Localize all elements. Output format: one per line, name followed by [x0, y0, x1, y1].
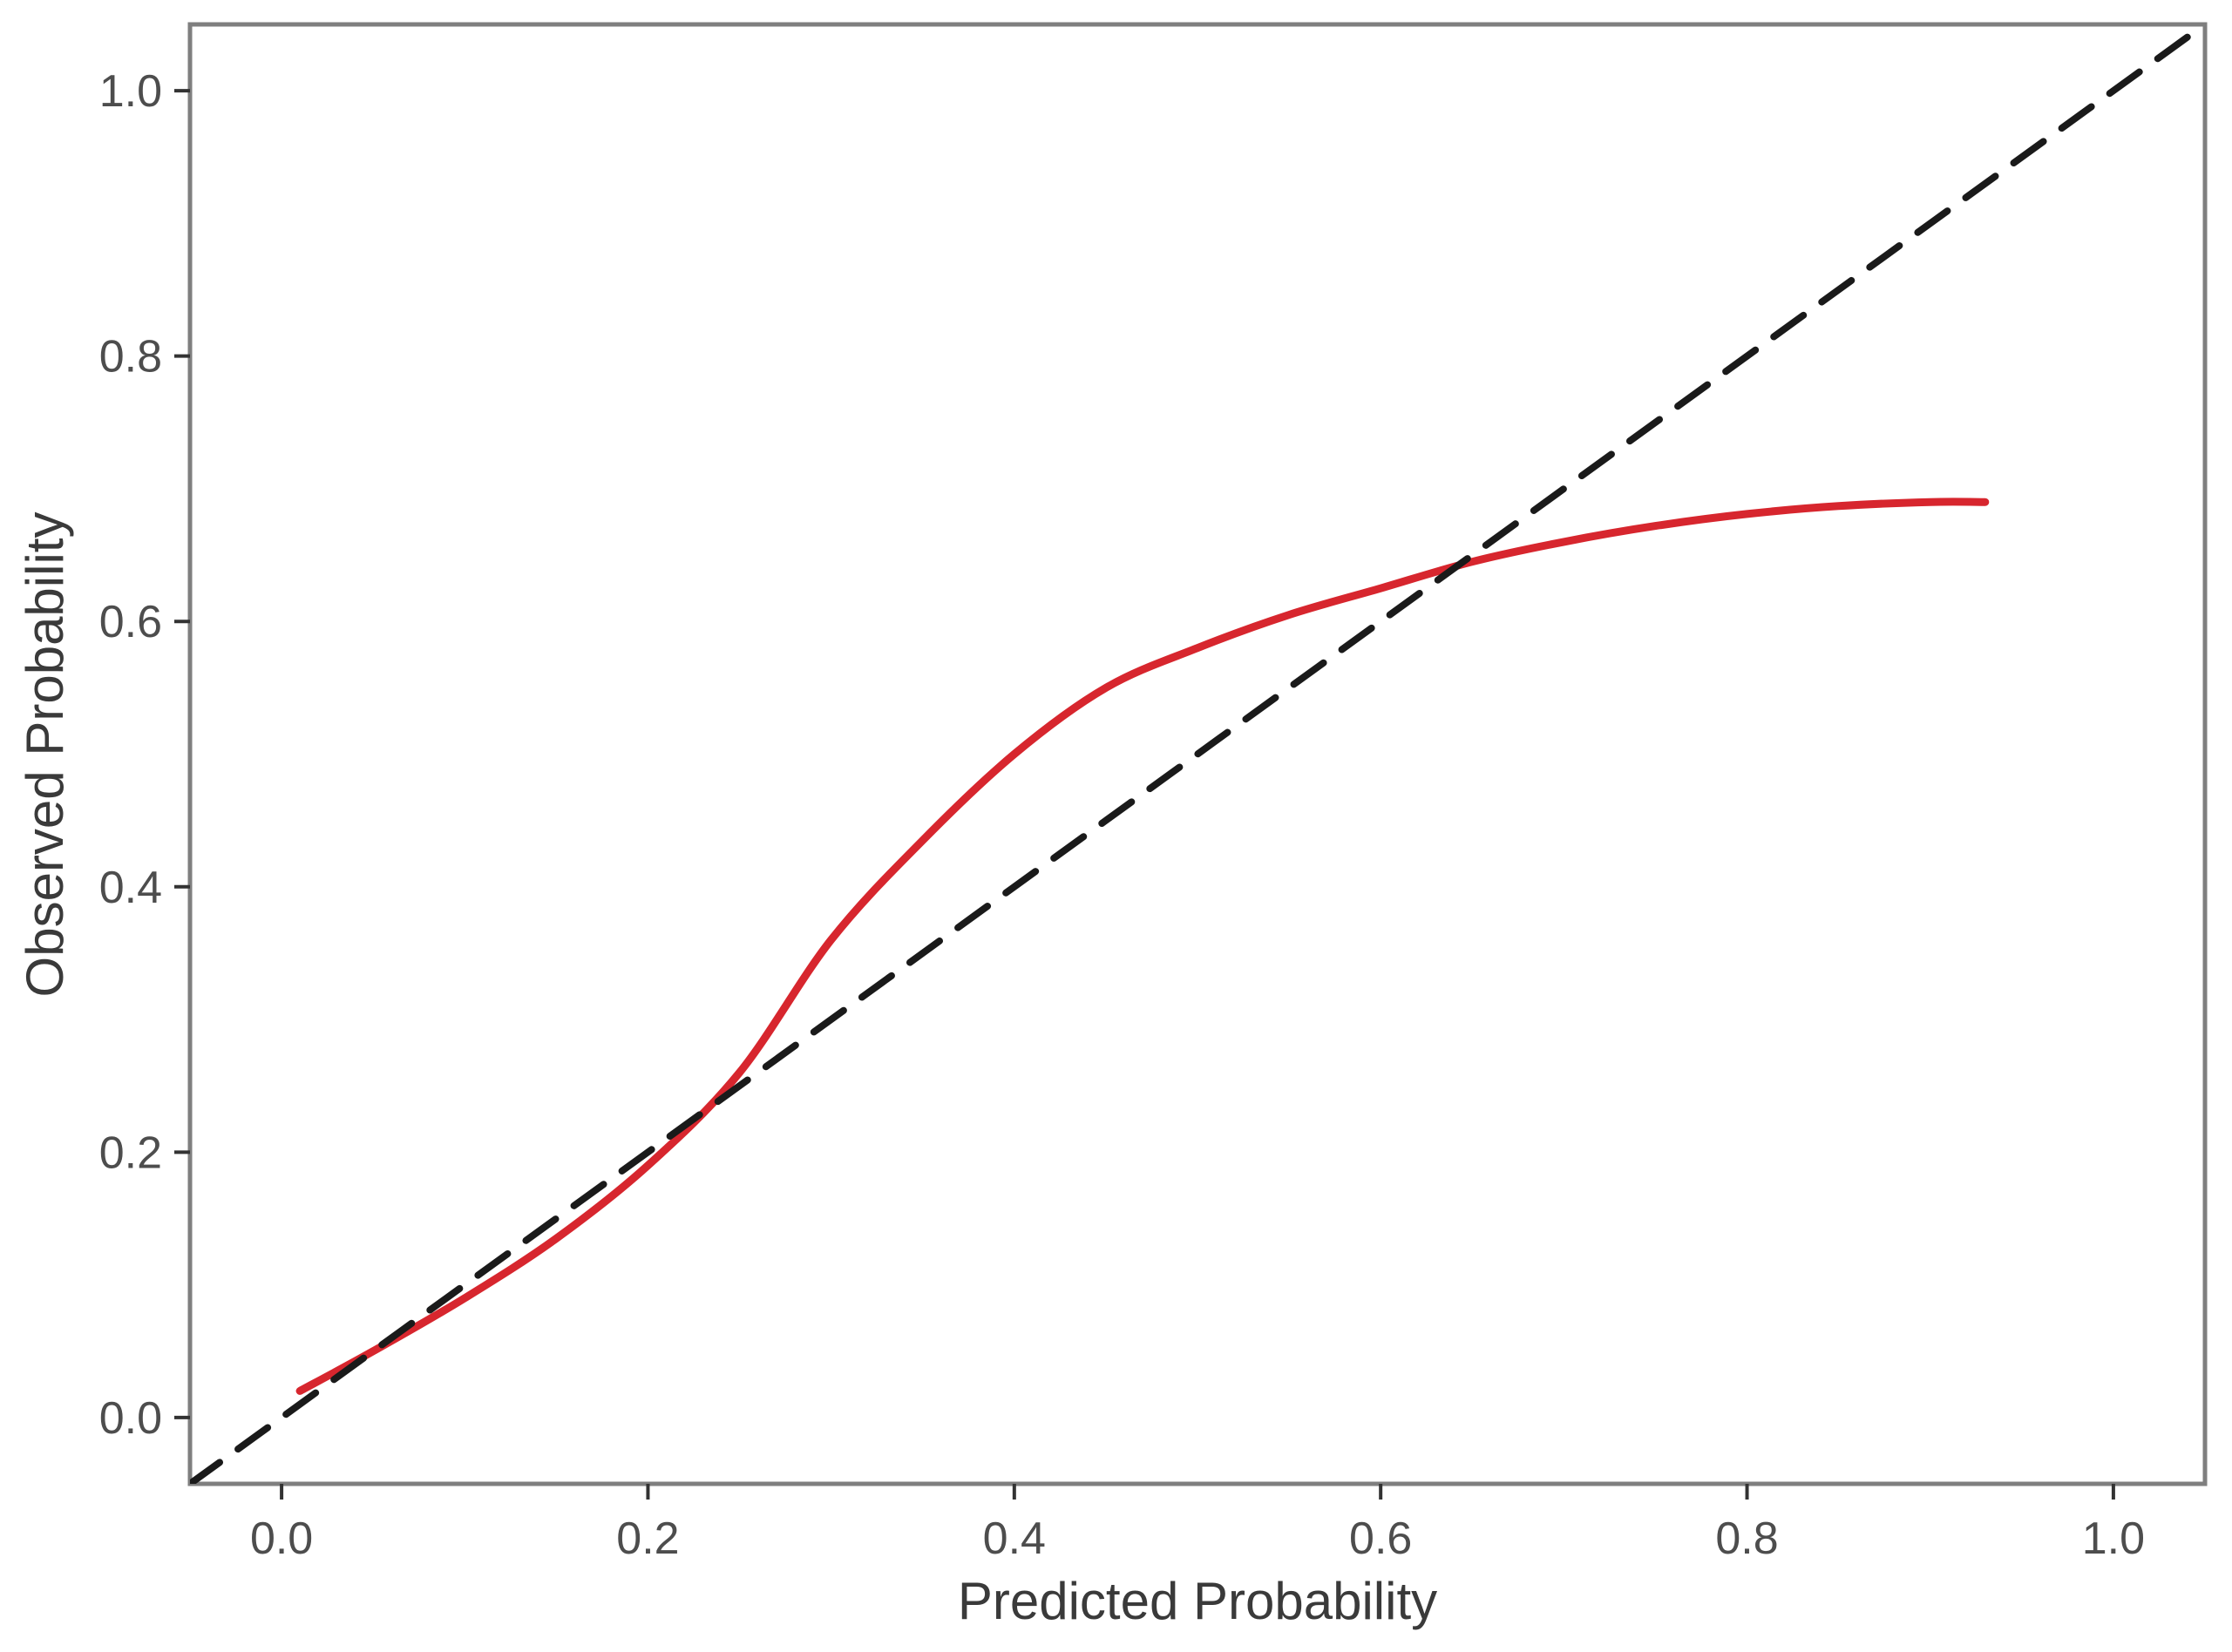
x-tick-label: 1.0 — [2082, 1513, 2145, 1564]
x-tick-label: 0.2 — [616, 1513, 679, 1564]
x-tick-label: 0.4 — [983, 1513, 1046, 1564]
y-tick-label: 0.0 — [99, 1393, 162, 1444]
y-tick-label: 0.2 — [99, 1127, 162, 1178]
x-axis-title: Predicted Probability — [958, 1572, 1437, 1630]
y-axis-title: Observed Probability — [16, 512, 74, 998]
x-tick-label: 0.0 — [250, 1513, 313, 1564]
reference-diagonal-line — [190, 24, 2205, 1484]
y-tick-label: 1.0 — [99, 66, 162, 117]
y-tick-label: 0.8 — [99, 332, 162, 383]
y-tick-label: 0.6 — [99, 597, 162, 647]
y-tick-label: 0.4 — [99, 863, 162, 913]
x-tick-label: 0.8 — [1715, 1513, 1778, 1564]
calibration-curve — [295, 498, 1990, 1395]
plot-border — [187, 22, 2208, 1486]
x-tick-label: 0.6 — [1349, 1513, 1412, 1564]
